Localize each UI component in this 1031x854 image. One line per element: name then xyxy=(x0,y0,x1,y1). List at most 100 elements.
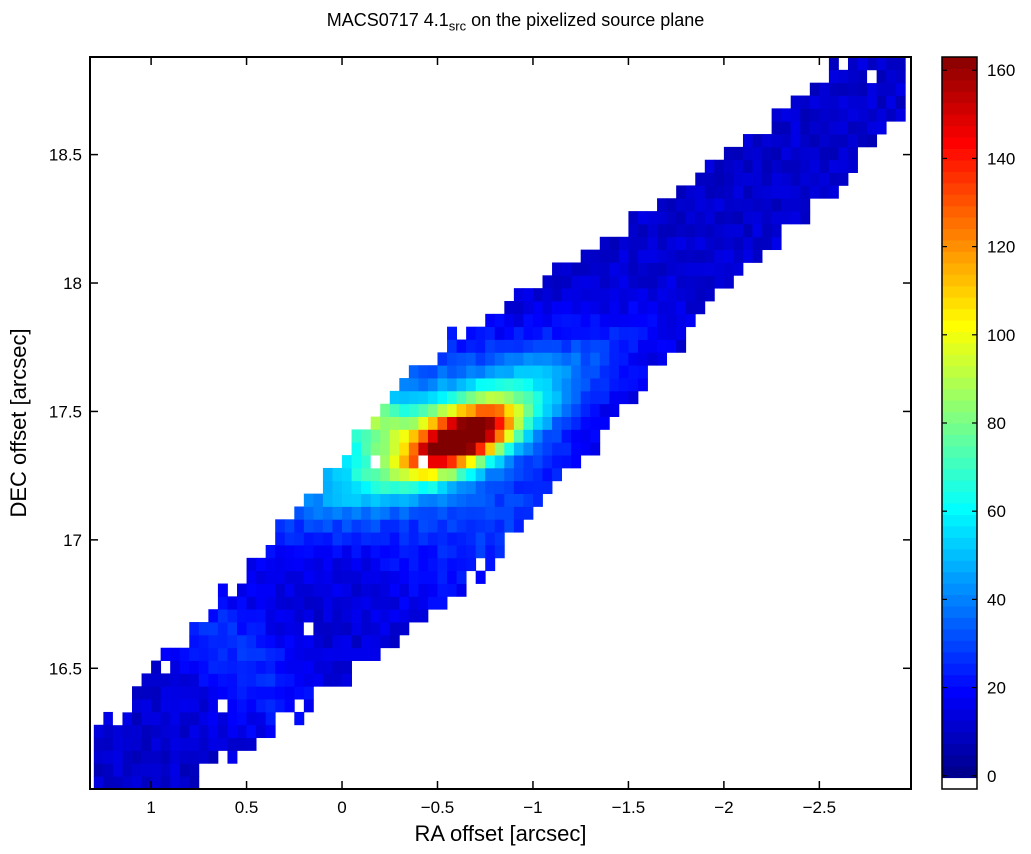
heatmap-cell xyxy=(456,365,467,379)
heatmap-cell xyxy=(303,660,314,674)
heatmap-cell xyxy=(676,185,687,199)
heatmap-cell xyxy=(132,737,142,751)
heatmap-cell xyxy=(618,288,629,302)
heatmap-cell xyxy=(590,429,601,443)
heatmap-cell xyxy=(475,378,486,392)
heatmap-cell xyxy=(198,711,209,726)
heatmap-cell xyxy=(342,493,352,507)
heatmap-cell xyxy=(227,660,238,674)
colorbar-segment xyxy=(942,148,977,161)
heatmap-cell xyxy=(399,390,410,405)
heatmap-cell xyxy=(771,172,782,186)
heatmap-cell xyxy=(504,493,515,507)
heatmap-cell xyxy=(762,211,773,225)
heatmap-cell xyxy=(723,198,734,212)
heatmap-cell xyxy=(322,467,333,482)
heatmap-cell xyxy=(819,121,830,135)
heatmap-cell xyxy=(485,390,496,405)
heatmap-cell xyxy=(523,390,534,405)
heatmap-cell xyxy=(609,301,620,315)
heatmap-cell xyxy=(609,403,620,417)
colorbar-tick-label: 60 xyxy=(987,502,1006,521)
heatmap-cell xyxy=(303,686,314,700)
heatmap-cell xyxy=(590,352,601,366)
heatmap-cell xyxy=(447,326,457,340)
heatmap-cell xyxy=(618,301,629,315)
heatmap-cell xyxy=(666,301,677,315)
heatmap-cell xyxy=(504,506,515,520)
heatmap-cell xyxy=(742,185,753,199)
heatmap-cell xyxy=(819,108,830,122)
heatmap-cell xyxy=(771,185,782,199)
heatmap-cell xyxy=(781,108,792,122)
heatmap-cell xyxy=(361,570,372,584)
heatmap-cell xyxy=(876,108,887,122)
heatmap-cell xyxy=(809,185,820,199)
heatmap-cell xyxy=(676,301,687,315)
heatmap-cell xyxy=(685,249,696,263)
heatmap-cell xyxy=(351,455,362,469)
heatmap-cell xyxy=(857,57,868,71)
colorbar-segment xyxy=(942,217,977,230)
heatmap-cell xyxy=(237,634,247,649)
colorbar-segment xyxy=(942,674,977,687)
heatmap-cell xyxy=(771,121,782,135)
heatmap-cell xyxy=(361,596,372,610)
heatmap-cell xyxy=(284,532,295,546)
heatmap-cell xyxy=(447,519,457,533)
heatmap-cell xyxy=(800,172,811,186)
heatmap-cell xyxy=(389,429,400,443)
heatmap-cell xyxy=(93,763,104,777)
colorbar-tick-label: 160 xyxy=(987,61,1015,80)
heatmap-cell xyxy=(408,403,419,417)
heatmap-cell xyxy=(322,532,333,546)
heatmap-cell xyxy=(103,776,114,790)
heatmap-cell xyxy=(361,557,372,572)
heatmap-cell xyxy=(418,365,429,379)
heatmap-cell xyxy=(389,455,400,469)
heatmap-cell xyxy=(456,378,467,392)
y-tick-label: 17.5 xyxy=(49,402,82,421)
heatmap-cell xyxy=(599,416,610,430)
heatmap-cell xyxy=(179,699,190,713)
heatmap-cell xyxy=(542,352,553,366)
heatmap-cell xyxy=(179,737,190,751)
heatmap-cell xyxy=(637,236,648,251)
heatmap-cell xyxy=(246,660,257,674)
heatmap-cell xyxy=(466,390,477,405)
heatmap-cell xyxy=(838,108,849,122)
heatmap-cell xyxy=(513,493,524,507)
heatmap-cell xyxy=(332,493,343,507)
heatmap-cell xyxy=(418,403,429,417)
heatmap-cell xyxy=(112,763,123,777)
heatmap-cell xyxy=(437,455,448,469)
colorbar-segment xyxy=(942,640,977,653)
heatmap-cell xyxy=(265,596,276,610)
heatmap-cell xyxy=(408,609,419,623)
heatmap-cell xyxy=(93,750,104,764)
heatmap-cell xyxy=(580,365,591,379)
heatmap-cell xyxy=(380,442,391,456)
heatmap-cell xyxy=(790,108,801,122)
heatmap-cell xyxy=(828,108,839,122)
heatmap-cell xyxy=(800,121,811,135)
heatmap-cell xyxy=(380,545,391,559)
heatmap-cell xyxy=(227,686,238,700)
heatmap-cell xyxy=(217,609,228,623)
heatmap-cell xyxy=(609,378,620,392)
heatmap-cell xyxy=(666,313,677,328)
heatmap-cell xyxy=(695,211,706,225)
heatmap-cell xyxy=(237,737,247,751)
heatmap-cell xyxy=(189,776,200,790)
colorbar-segment xyxy=(942,240,977,252)
heatmap-cell xyxy=(370,442,381,456)
heatmap-cell xyxy=(189,660,200,674)
heatmap-cell xyxy=(714,275,725,289)
heatmap-cell xyxy=(246,711,257,726)
heatmap-cell xyxy=(781,159,792,173)
heatmap-cell xyxy=(217,622,228,636)
colorbar-segment xyxy=(942,445,977,458)
heatmap-cell xyxy=(762,185,773,199)
heatmap-cell xyxy=(552,416,562,430)
heatmap-cell xyxy=(370,416,381,430)
